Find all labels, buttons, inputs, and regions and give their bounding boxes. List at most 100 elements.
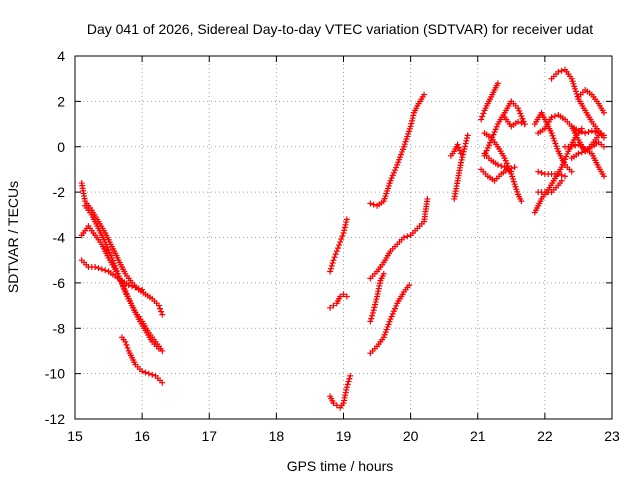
series-13: [451, 132, 471, 202]
data-point: [104, 244, 111, 251]
data-point: [125, 282, 132, 289]
data-point: [600, 173, 607, 180]
series-25: [548, 66, 607, 141]
data-point: [410, 112, 417, 119]
data-point: [462, 140, 469, 147]
series-1: [78, 180, 166, 318]
data-point: [483, 147, 490, 154]
data-point: [461, 143, 468, 150]
data-point: [338, 236, 345, 243]
data-point: [369, 312, 376, 319]
data-point: [409, 115, 416, 122]
axis-ticks: [74, 55, 613, 420]
data-point: [333, 248, 340, 255]
data-point: [535, 168, 542, 175]
y-tick-label: 0: [57, 139, 65, 155]
series-3: [82, 202, 162, 352]
data-point: [331, 254, 338, 261]
data-point: [585, 129, 592, 136]
x-tick-label: 17: [201, 428, 217, 444]
data-point: [515, 105, 522, 112]
data-point: [122, 338, 129, 345]
x-tick-label: 20: [403, 428, 419, 444]
series-23: [535, 177, 565, 196]
y-tick-label: -6: [53, 275, 66, 291]
data-point: [519, 115, 526, 122]
data-point: [343, 216, 350, 223]
data-point: [492, 126, 499, 133]
y-tick-label: 4: [57, 48, 65, 64]
data-point: [334, 245, 341, 252]
data-point: [103, 241, 110, 248]
data-point: [337, 293, 344, 300]
data-point: [102, 239, 109, 246]
data-point: [333, 402, 340, 409]
data-point: [538, 169, 545, 176]
series-8: [327, 372, 354, 411]
data-point: [106, 249, 113, 256]
data-point: [421, 91, 428, 98]
data-point: [157, 305, 164, 312]
x-axis-label: GPS time / hours: [287, 458, 394, 474]
data-point: [521, 121, 528, 128]
series-7: [327, 291, 350, 311]
data-point: [494, 161, 501, 168]
data-point: [478, 116, 485, 123]
y-tick-labels: 4 2 0 -2 -4 -6 -8 -10 -12: [45, 48, 65, 427]
data-point: [548, 114, 555, 121]
data-point: [370, 307, 377, 314]
data-point: [129, 283, 136, 290]
data-point: [328, 262, 335, 269]
data-point: [393, 302, 400, 309]
series-4: [78, 257, 146, 293]
data-point: [480, 110, 487, 117]
data-point: [330, 257, 337, 264]
data-point: [159, 379, 166, 386]
data-point: [457, 150, 464, 157]
y-tick-label: 2: [57, 93, 65, 109]
series-24: [535, 168, 569, 180]
data-point: [340, 229, 347, 236]
data-point: [102, 267, 109, 274]
data-point: [406, 282, 413, 289]
data-point: [503, 160, 510, 167]
data-point: [555, 170, 562, 177]
data-point: [343, 384, 350, 391]
data-point: [327, 304, 334, 311]
y-tick-label: -2: [53, 184, 66, 200]
data-point: [135, 285, 142, 292]
data-point: [327, 265, 334, 272]
x-tick-label: 23: [604, 428, 620, 444]
data-point: [479, 113, 486, 120]
data-point: [424, 195, 431, 202]
data-point: [463, 137, 470, 144]
data-point: [149, 371, 156, 378]
data-point: [159, 347, 166, 354]
x-tick-label: 18: [269, 428, 285, 444]
data-point: [558, 177, 565, 184]
series-22: [531, 109, 575, 175]
series-28: [562, 141, 607, 180]
data-point: [372, 301, 379, 308]
data-point: [555, 68, 562, 75]
data-point: [123, 341, 130, 348]
data-point: [329, 260, 336, 267]
series-16: [481, 98, 528, 159]
data-point: [92, 263, 99, 270]
data-point: [494, 80, 501, 87]
data-point: [121, 286, 128, 293]
series-19: [481, 150, 515, 175]
data-point: [516, 107, 523, 114]
data-point: [464, 135, 471, 142]
data-point: [600, 132, 607, 139]
x-tick-label: 16: [134, 428, 150, 444]
y-tick-label: -4: [53, 230, 66, 246]
data-point: [558, 164, 565, 171]
data-point: [120, 283, 127, 290]
data-point: [327, 268, 334, 275]
data-point: [337, 239, 344, 246]
data-point: [455, 144, 462, 151]
data-point: [330, 400, 337, 407]
data-point: [400, 234, 407, 241]
data-point: [517, 110, 524, 117]
